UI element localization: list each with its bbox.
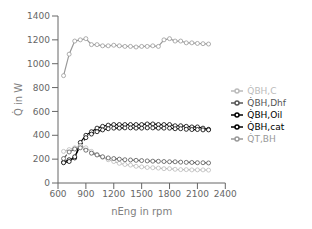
svg-text:1000: 1000 bbox=[27, 59, 50, 69]
svg-text:900: 900 bbox=[77, 189, 94, 199]
svg-text:2400: 2400 bbox=[214, 189, 237, 199]
svg-text:1400: 1400 bbox=[27, 11, 50, 21]
html-text:Q̇BH,Dhf: Q̇BH,Dhf bbox=[247, 97, 286, 107]
svg-text:800: 800 bbox=[33, 83, 50, 93]
svg-text:400: 400 bbox=[33, 130, 50, 140]
svg-text:1800: 1800 bbox=[158, 189, 181, 199]
html-text:Q̇T,BH: Q̇T,BH bbox=[247, 133, 276, 143]
svg-text:1200: 1200 bbox=[27, 35, 50, 45]
svg-text:1500: 1500 bbox=[130, 189, 153, 199]
svg-text:0: 0 bbox=[44, 178, 50, 188]
svg-text:Q̇ in W: Q̇ in W bbox=[12, 83, 24, 116]
svg-text:600: 600 bbox=[49, 189, 66, 199]
html-text:Q̇BH,Oil: Q̇BH,Oil bbox=[247, 109, 283, 119]
html-text:Q̇BH,C: Q̇BH,C bbox=[247, 85, 277, 95]
svg-text:200: 200 bbox=[33, 154, 50, 164]
svg-text:2100: 2100 bbox=[186, 189, 209, 199]
svg-text:nEng in rpm: nEng in rpm bbox=[111, 206, 172, 217]
html-text:Q̇BH,cat: Q̇BH,cat bbox=[247, 121, 285, 131]
svg-text:600: 600 bbox=[33, 107, 50, 117]
svg-text:1200: 1200 bbox=[102, 189, 125, 199]
